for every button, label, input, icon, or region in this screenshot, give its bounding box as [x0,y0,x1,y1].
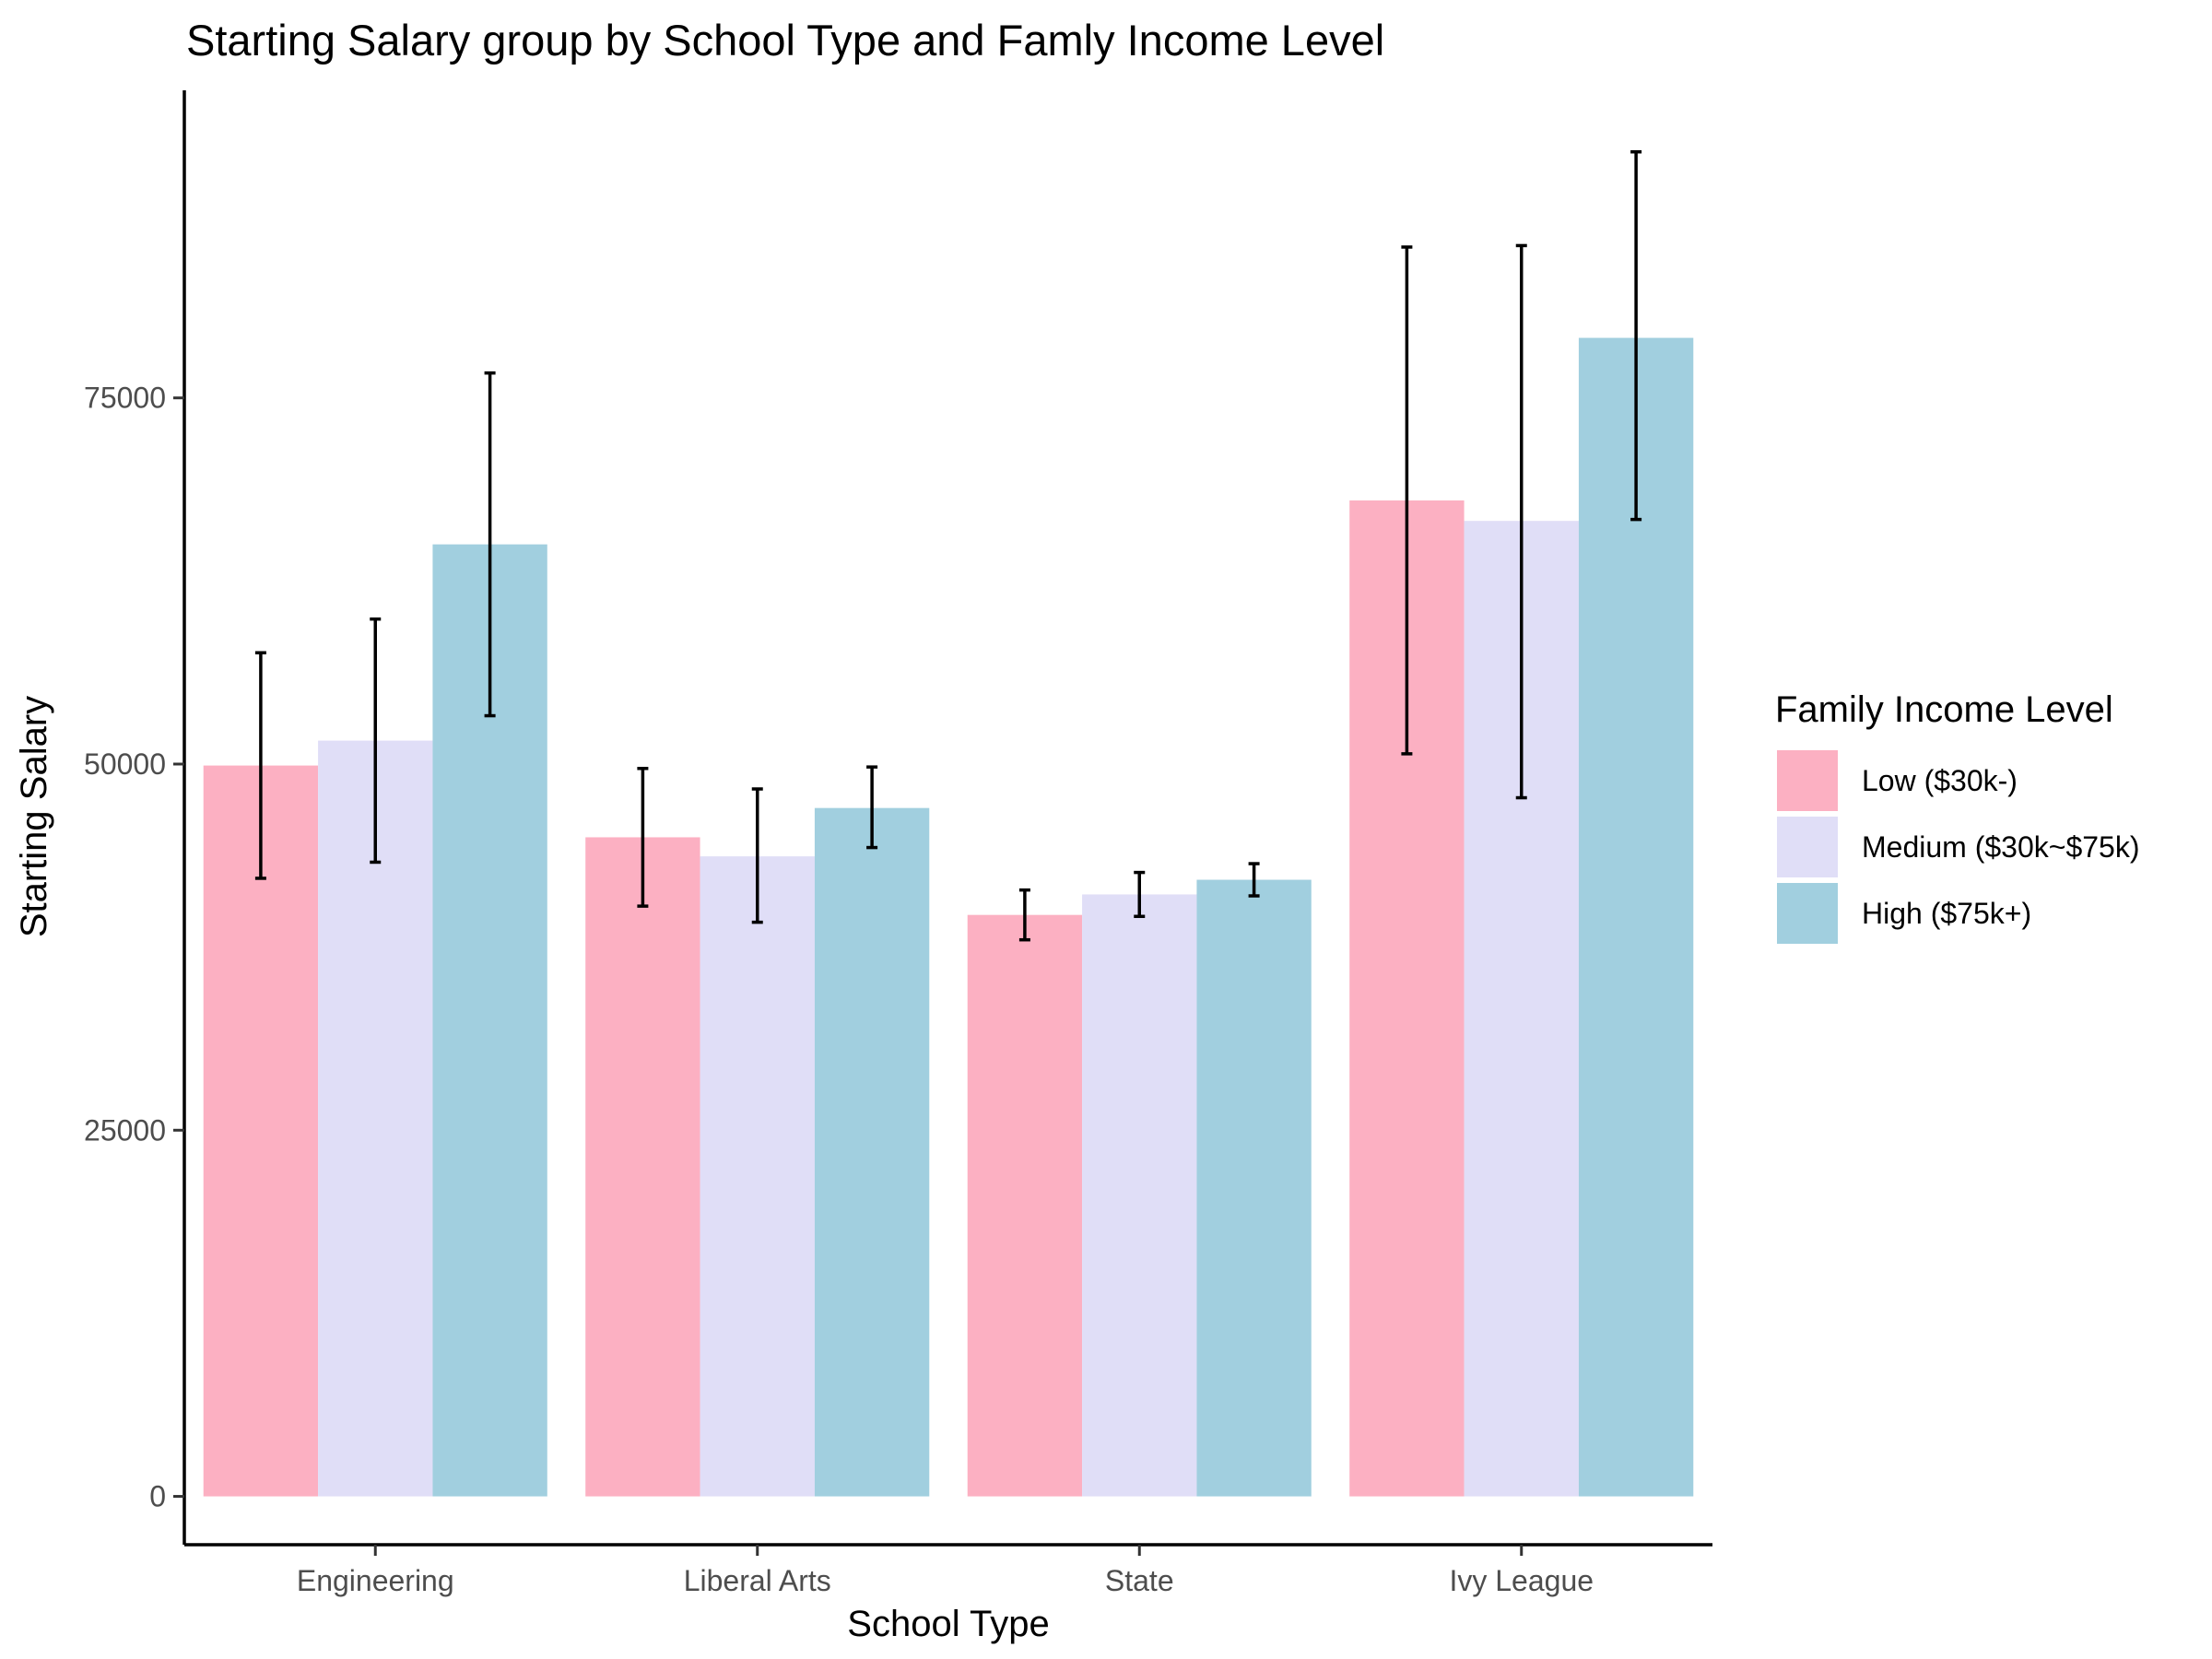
x-tick-label: Ivy League [1449,1564,1594,1597]
x-tick-label: State [1105,1564,1174,1597]
legend-label: Medium ($30k~$75k) [1862,830,2139,864]
error-bar [1248,862,1260,898]
x-ticks-group: Engineering Liberal Arts State Ivy League [297,1545,1594,1597]
bars-group [203,337,1694,1497]
x-tick-label: Liberal Arts [684,1564,831,1597]
legend-swatch [1777,883,1838,944]
y-tick-label: 75000 [84,382,166,415]
error-bar [751,787,763,924]
error-bar [1401,245,1413,756]
error-bar [866,765,878,850]
error-bar [1018,888,1030,942]
error-bar [254,651,266,880]
bar-liberal-arts-series-0 [585,837,700,1497]
legend-title: Family Income Level [1775,689,2113,730]
bar-state-series-0 [967,914,1083,1497]
legend-swatch [1777,750,1838,811]
legend-swatch [1777,817,1838,877]
bar-ivy-league-series-2 [1578,337,1694,1497]
legend-label: Low ($30k-) [1862,764,2018,797]
y-axis-title: Starting Salary [14,696,54,937]
error-bar [637,767,649,908]
chart-title: Starting Salary group by School Type and… [186,16,1384,65]
error-bar [1630,149,1642,522]
bar-engineering-series-1 [318,740,433,1497]
error-bar [484,371,496,718]
y-tick-label: 50000 [84,747,166,781]
x-tick-label: Engineering [297,1564,454,1597]
errorbars-group [254,149,1642,942]
bar-liberal-arts-series-2 [814,807,930,1497]
y-tick-label: 0 [149,1480,166,1513]
error-bar [1134,870,1146,919]
x-axis-title: School Type [847,1604,1049,1644]
legend-label: High ($75k+) [1862,897,2031,930]
bar-engineering-series-0 [203,765,319,1497]
error-bar [370,617,382,865]
bar-state-series-2 [1196,879,1312,1497]
legend: Family Income Level Low ($30k-) Medium ($… [1775,689,2139,944]
y-ticks-group: 0 25000 50000 75000 [84,382,184,1513]
bar-liberal-arts-series-1 [700,856,815,1497]
y-tick-label: 25000 [84,1113,166,1147]
bar-state-series-1 [1082,894,1197,1497]
error-bar [1515,243,1527,800]
